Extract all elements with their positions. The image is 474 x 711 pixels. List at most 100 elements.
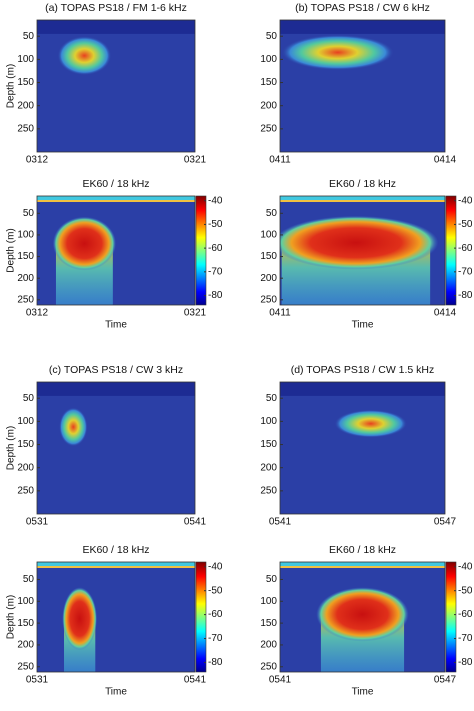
colorbar-tick-label: -40	[208, 195, 223, 206]
colorbar	[195, 561, 207, 673]
y-tick-label: 150	[17, 251, 34, 262]
panel-title: EK60 / 18 kHz	[82, 544, 149, 556]
colorbar-tick-label: -50	[458, 585, 473, 596]
echo-layer	[62, 587, 98, 672]
x-tick-label: 0547	[434, 517, 457, 528]
y-tick-label: 100	[260, 54, 277, 65]
echo-layer	[59, 407, 88, 447]
y-tick-label: 250	[17, 661, 34, 672]
y-tick-label: 150	[260, 439, 277, 450]
colorbar-tick-label: -50	[208, 219, 223, 230]
x-axis-label: Time	[352, 320, 374, 331]
y-axis-label: Depth (m)	[6, 426, 17, 470]
y-tick-label: 150	[17, 618, 34, 629]
echo-school	[62, 587, 98, 651]
surface-band	[280, 200, 445, 202]
plot-background	[37, 562, 195, 672]
surface-band	[37, 382, 195, 396]
x-tick-label: 0411	[269, 155, 291, 166]
y-tick-label: 150	[17, 77, 34, 88]
echo-school	[52, 216, 116, 271]
y-tick-label: 100	[17, 54, 34, 65]
colorbar-tick-label: -70	[208, 633, 223, 644]
y-tick-label: 50	[23, 208, 35, 219]
colorbar-tick-label: -70	[458, 266, 473, 277]
y-tick-label: 150	[260, 251, 277, 262]
panel-title: (b) TOPAS PS18 / CW 6 kHz	[295, 2, 430, 14]
colorbar-tick-label: -40	[458, 195, 473, 206]
y-tick-label: 50	[23, 393, 35, 404]
y-tick-label: 50	[23, 574, 35, 585]
y-tick-label: 200	[17, 100, 34, 111]
y-tick-label: 100	[260, 596, 277, 607]
x-tick-label: 0321	[184, 155, 207, 166]
x-tick-label: 0414	[434, 155, 457, 166]
panel: (d) TOPAS PS18 / CW 1.5 kHz 50 100 150 200 25…	[260, 364, 456, 528]
plot-background	[280, 382, 445, 514]
y-tick-label: 100	[17, 416, 34, 427]
colorbar-tick-label: -60	[208, 243, 223, 254]
y-tick-label: 50	[266, 31, 278, 42]
y-tick-label: 50	[23, 31, 35, 42]
surface-band	[280, 382, 445, 396]
x-tick-label: 0547	[434, 675, 457, 686]
y-tick-label: 250	[17, 123, 34, 134]
plot-frame	[279, 195, 446, 306]
colorbar-tick-label: -70	[208, 266, 223, 277]
plot-frame	[36, 381, 196, 515]
colorbar-tick-label: -40	[208, 561, 223, 572]
echo-layer	[52, 216, 116, 305]
y-tick-label: 150	[260, 618, 277, 629]
echo-layer	[280, 215, 439, 305]
echo-school	[57, 36, 112, 76]
x-tick-label: 0541	[184, 517, 207, 528]
colorbar-tick-label: -80	[458, 290, 473, 301]
surface-band	[37, 200, 195, 202]
y-tick-label: 200	[17, 640, 34, 651]
echo-school	[281, 34, 394, 71]
colorbar	[195, 195, 207, 306]
plot-frame	[279, 19, 446, 153]
y-axis-label: Depth (m)	[6, 64, 17, 108]
surface-band	[280, 566, 445, 568]
panel-title: (c) TOPAS PS18 / CW 3 kHz	[49, 364, 183, 376]
panel: (a) TOPAS PS18 / FM 1-6 kHz 50 100 150 200 25…	[6, 2, 207, 166]
x-tick-label: 0531	[26, 675, 49, 686]
panel-title: (d) TOPAS PS18 / CW 1.5 kHz	[291, 364, 435, 376]
y-tick-label: 250	[17, 485, 34, 496]
echo-school	[280, 215, 439, 270]
x-tick-label: 0411	[269, 308, 291, 319]
y-tick-label: 100	[17, 230, 34, 241]
echo-school	[334, 409, 408, 438]
surface-band	[37, 196, 195, 200]
x-tick-label: 0541	[184, 675, 207, 686]
panel-title: EK60 / 18 kHz	[329, 178, 396, 190]
colorbar-tick-label: -60	[208, 609, 223, 620]
surface-band	[280, 196, 445, 200]
y-axis-label: Depth (m)	[6, 595, 17, 639]
plot-background	[37, 382, 195, 514]
colorbar	[445, 561, 457, 673]
echo-layer	[281, 34, 394, 71]
plot-frame	[279, 561, 446, 673]
colorbar-tick-label: -50	[458, 219, 473, 230]
x-axis-label: Time	[352, 687, 374, 698]
y-tick-label: 100	[260, 230, 277, 241]
plot-frame	[279, 381, 446, 515]
colorbar-tick-label: -80	[208, 657, 223, 668]
y-tick-label: 200	[17, 462, 34, 473]
y-tick-label: 250	[260, 294, 277, 305]
echo-layer	[316, 587, 409, 672]
x-tick-label: 0312	[26, 155, 49, 166]
echo-school	[59, 407, 88, 447]
surface-band	[280, 20, 445, 34]
panel: EK60 / 18 kHz 50 100 150 200 250 0312 0321 Depth…	[6, 178, 223, 331]
y-tick-label: 200	[260, 273, 277, 284]
panel-title: EK60 / 18 kHz	[82, 178, 149, 190]
y-tick-label: 250	[260, 123, 277, 134]
plot-frame	[36, 561, 196, 673]
panel: EK60 / 18 kHz 50 100 150 200 250 0411 0414 Time -…	[260, 178, 473, 331]
y-axis-label: Depth (m)	[6, 228, 17, 272]
x-tick-label: 0541	[269, 675, 292, 686]
colorbar	[445, 195, 457, 306]
